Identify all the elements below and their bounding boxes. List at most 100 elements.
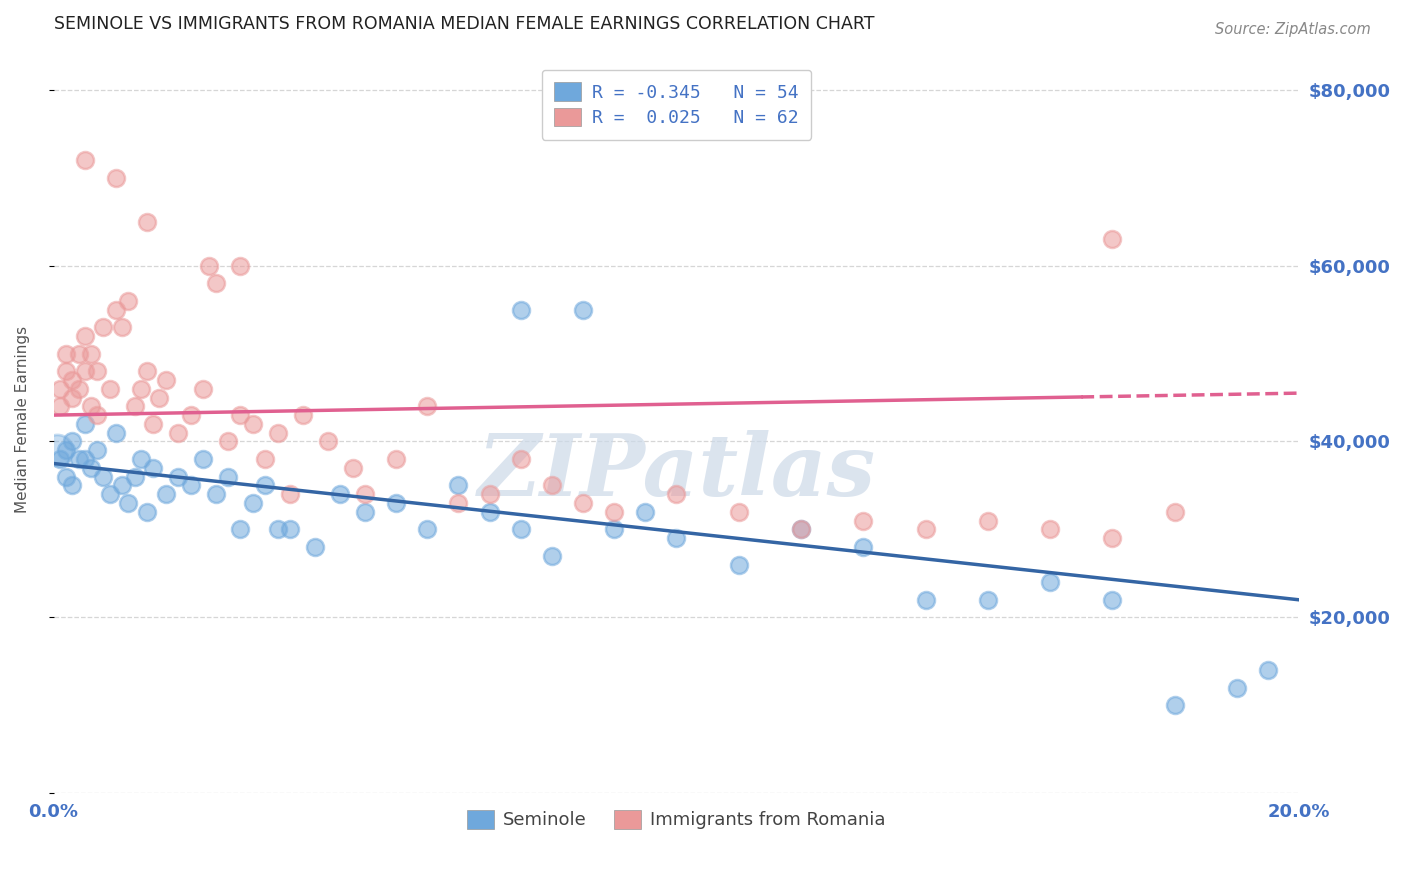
Point (278, 487, 301, 501)
Point (478, 487, 501, 501)
Point (142, 417, 165, 431)
Point (73, 329, 96, 343)
Point (104, 170, 127, 185)
Point (385, 452, 408, 467)
Point (111, 320, 134, 334)
Point (790, 523, 813, 537)
Point (67, 452, 90, 467)
Point (603, 523, 626, 537)
Point (509, 523, 531, 537)
Point (1163, 698, 1185, 713)
Point (98, 487, 121, 501)
Point (914, 523, 936, 537)
Point (852, 540, 875, 554)
Point (73, 153, 96, 167)
Point (136, 505, 159, 519)
Point (104, 302, 127, 317)
Point (416, 400, 439, 414)
Point (1101, 531, 1123, 545)
Point (1039, 523, 1062, 537)
Point (60, 373, 83, 387)
Point (572, 496, 595, 510)
Point (142, 461, 165, 475)
Point (86, 443, 108, 458)
Point (80, 400, 103, 414)
Legend: Seminole, Immigrants from Romania: Seminole, Immigrants from Romania (460, 803, 893, 837)
Point (180, 408, 202, 422)
Point (447, 496, 470, 510)
Point (1163, 505, 1185, 519)
Text: Source: ZipAtlas.com: Source: ZipAtlas.com (1215, 22, 1371, 37)
Point (572, 302, 595, 317)
Point (60, 391, 83, 405)
Point (254, 452, 277, 467)
Point (447, 478, 470, 492)
Point (727, 505, 749, 519)
Point (191, 382, 214, 396)
Point (354, 487, 377, 501)
Point (117, 293, 139, 308)
Point (354, 505, 377, 519)
Point (1101, 232, 1123, 246)
Point (198, 259, 221, 273)
Point (80, 461, 103, 475)
Point (155, 373, 177, 387)
Point (541, 549, 564, 563)
Point (852, 514, 875, 528)
Point (93, 320, 115, 334)
Point (136, 214, 159, 228)
Point (278, 523, 301, 537)
Text: SEMINOLE VS IMMIGRANTS FROM ROMANIA MEDIAN FEMALE EARNINGS CORRELATION CHART: SEMINOLE VS IMMIGRANTS FROM ROMANIA MEDI… (53, 15, 875, 33)
Point (155, 487, 177, 501)
Point (60, 434, 83, 449)
Point (67, 382, 90, 396)
Point (73, 452, 96, 467)
Point (104, 425, 127, 440)
Point (148, 391, 170, 405)
Point (93, 469, 115, 483)
Point (1257, 663, 1279, 677)
Point (180, 478, 202, 492)
Point (55, 443, 77, 458)
Point (86, 364, 108, 378)
Point (385, 496, 408, 510)
Point (634, 505, 657, 519)
Text: ZIPatlas: ZIPatlas (478, 430, 876, 514)
Point (242, 496, 264, 510)
Point (124, 469, 146, 483)
Point (129, 452, 152, 467)
Point (80, 346, 103, 360)
Point (977, 514, 1000, 528)
Point (242, 417, 264, 431)
Point (55, 364, 77, 378)
Point (229, 259, 252, 273)
Point (98, 382, 121, 396)
Point (117, 496, 139, 510)
Point (111, 478, 134, 492)
Point (665, 487, 688, 501)
Point (45, 443, 67, 458)
Point (167, 425, 190, 440)
Point (509, 452, 531, 467)
Point (204, 487, 226, 501)
Point (229, 523, 252, 537)
Point (124, 400, 146, 414)
Point (73, 364, 96, 378)
Point (1039, 575, 1062, 590)
Point (727, 558, 749, 572)
Point (1226, 681, 1249, 695)
Point (49, 452, 72, 467)
Point (304, 540, 326, 554)
Point (790, 523, 813, 537)
Point (342, 461, 364, 475)
Point (329, 487, 352, 501)
Point (167, 469, 190, 483)
Point (217, 434, 239, 449)
Point (229, 408, 252, 422)
Point (129, 382, 152, 396)
Point (541, 478, 564, 492)
Point (478, 505, 501, 519)
Point (191, 452, 214, 467)
Point (204, 276, 226, 290)
Point (977, 592, 1000, 607)
